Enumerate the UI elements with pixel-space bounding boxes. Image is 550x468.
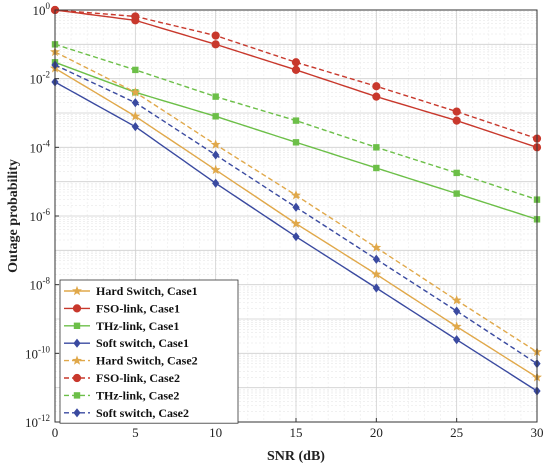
legend-entry: THz-link, Case2 — [64, 388, 179, 402]
x-tick-label: 0 — [52, 425, 59, 440]
data-point — [212, 113, 219, 120]
data-point — [453, 306, 461, 316]
data-point — [210, 139, 221, 149]
data-point — [131, 12, 140, 21]
data-point — [453, 190, 460, 197]
data-point — [372, 82, 381, 91]
legend-marker — [73, 338, 81, 348]
y-tick-label: 10-10 — [25, 344, 50, 361]
x-tick-label: 30 — [531, 425, 544, 440]
legend-label: Hard Switch, Case2 — [96, 354, 198, 368]
legend-marker — [72, 373, 82, 383]
legend-label: Soft switch, Case1 — [96, 336, 189, 350]
data-point — [453, 169, 460, 177]
data-point — [291, 190, 301, 200]
data-point — [210, 164, 221, 175]
data-point — [292, 117, 300, 124]
y-tick-label: 10-6 — [30, 207, 51, 224]
legend-entry: FSO-link, Case1 — [64, 301, 180, 315]
data-point — [291, 65, 301, 75]
data-point — [373, 144, 380, 151]
data-point — [292, 202, 300, 212]
data-point — [130, 111, 141, 121]
x-tick-label: 15 — [290, 425, 303, 440]
legend-label: Hard Switch, Case1 — [96, 284, 198, 298]
data-point — [212, 93, 219, 100]
y-tick-label: 10-12 — [25, 413, 50, 430]
data-point — [292, 139, 300, 146]
x-axis-label: SNR (dB) — [267, 449, 325, 464]
data-point — [373, 164, 380, 172]
data-point — [372, 92, 381, 101]
x-tick-label: 10 — [209, 425, 222, 440]
data-point — [212, 178, 220, 188]
x-tick-label: 5 — [132, 425, 139, 440]
x-tick-label: 25 — [450, 425, 463, 440]
legend-marker — [73, 392, 81, 399]
legend-entry: FSO-link, Case2 — [64, 371, 180, 385]
legend-entry: Hard Switch, Case1 — [64, 284, 198, 298]
legend-entry: Soft switch, Case2 — [64, 406, 189, 420]
legend: Hard Switch, Case1 FSO-link, Case1 THz-lin… — [59, 279, 239, 424]
data-point — [372, 283, 380, 293]
legend-entry: THz-link, Case1 — [64, 319, 179, 333]
data-point — [130, 87, 141, 97]
y-axis-label: Outage probability — [6, 159, 21, 273]
data-point — [371, 242, 382, 252]
data-point — [372, 254, 380, 264]
data-point — [291, 58, 301, 67]
legend-label: Soft switch, Case2 — [96, 406, 189, 420]
legend-label: FSO-link, Case2 — [96, 371, 180, 385]
y-tick-label: 10-2 — [30, 70, 51, 87]
data-point — [371, 269, 382, 279]
data-point — [132, 66, 139, 74]
legend-marker — [73, 408, 81, 418]
x-tick-label: 20 — [370, 425, 383, 440]
legend-box — [59, 279, 239, 424]
y-tick-label: 10-8 — [30, 276, 51, 293]
legend-entry: Soft switch, Case1 — [64, 336, 189, 350]
data-point — [451, 321, 462, 331]
series-layer — [50, 5, 542, 396]
data-point — [131, 122, 139, 132]
legend-label: THz-link, Case2 — [96, 388, 179, 402]
data-point — [452, 116, 461, 125]
legend-marker — [72, 355, 82, 365]
y-tick-label: 10-4 — [30, 138, 51, 155]
data-point — [451, 295, 462, 305]
legend-label: THz-link, Case1 — [96, 319, 179, 333]
data-point — [292, 232, 300, 242]
legend-entry: Hard Switch, Case2 — [64, 354, 198, 368]
data-point — [291, 218, 301, 228]
data-point — [211, 31, 220, 40]
data-point — [131, 98, 139, 108]
legend-marker — [72, 304, 82, 313]
legend-marker — [73, 322, 81, 329]
legend-marker — [72, 285, 82, 296]
tick-labels: 0 5 10 15 20 25 30 100 10-2 10-4 10-6 10-8 10-10 10-1… — [25, 1, 544, 440]
data-point — [212, 150, 220, 160]
data-point — [211, 40, 220, 49]
legend-label: FSO-link, Case1 — [96, 301, 180, 315]
y-tick-label: 100 — [33, 1, 51, 18]
data-point — [453, 335, 461, 345]
data-point — [452, 107, 461, 116]
series-6 — [50, 5, 542, 143]
